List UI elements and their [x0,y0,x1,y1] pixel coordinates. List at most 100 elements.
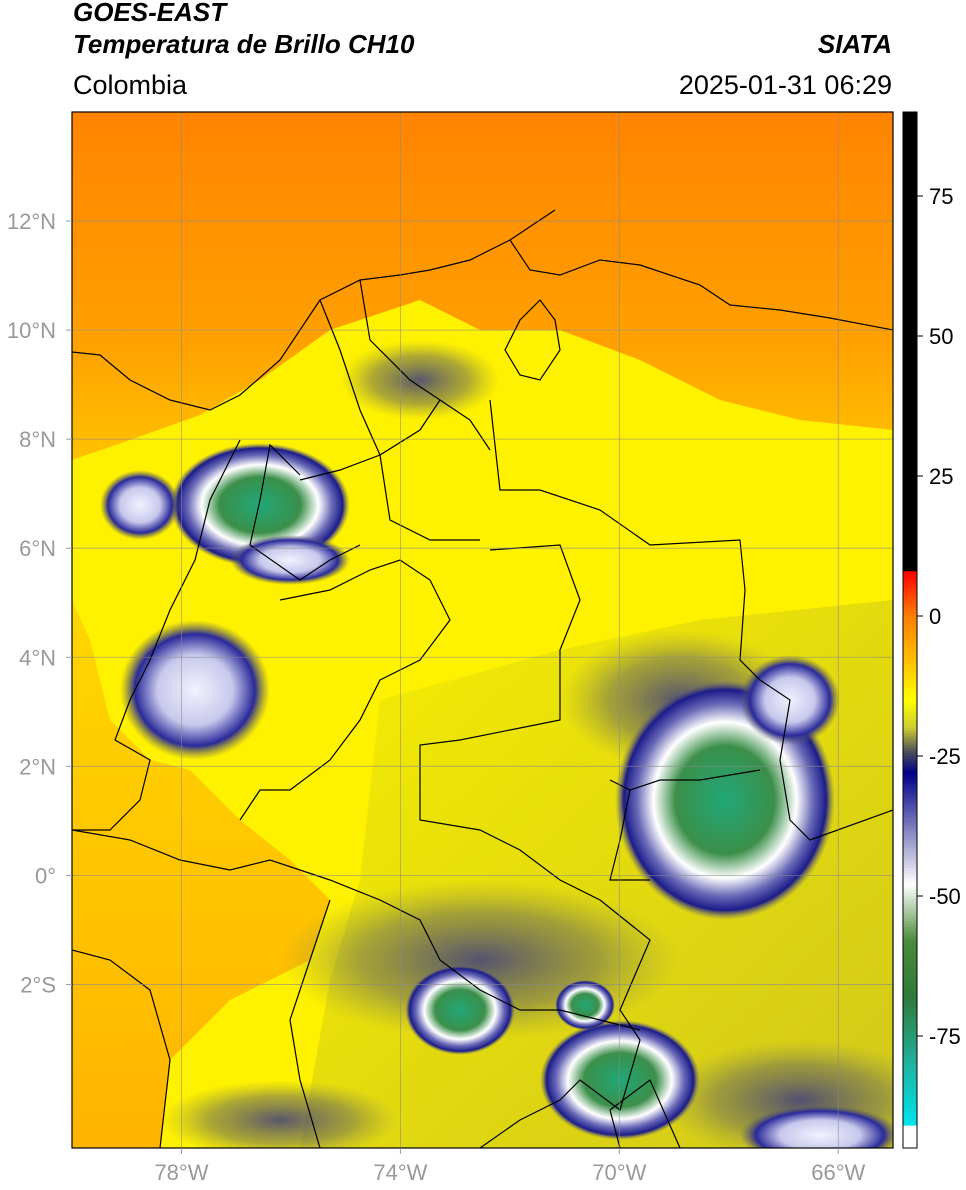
colorbar-band [903,159,917,163]
colorbar-band [903,268,917,273]
colorbar-band [903,501,917,505]
colorbar-band [903,977,917,981]
colorbar-band [903,333,917,337]
colorbar-band [903,434,917,438]
colorbar-band [903,1066,917,1071]
colorbar-band [903,492,917,497]
colorbar-band [903,400,917,404]
storm-cluster-small [555,980,615,1030]
colorbar-band [903,784,917,788]
colorbar-band [903,310,917,315]
colorbar-band [903,677,917,681]
boundaries [72,209,893,1148]
colorbar-band [903,484,917,488]
colorbar-band [903,459,917,463]
colorbar-band [903,775,917,779]
satellite-title: GOES-EAST [73,0,227,27]
colorbar-band [903,408,917,413]
colorbar-band [903,1041,917,1045]
colorbar-band [903,274,917,278]
colorbar-band [903,1106,917,1110]
colorbar-band [903,711,917,715]
colorbar-band [903,523,917,527]
lat-tick-label: 8°N [19,427,56,452]
colorbar-band [903,467,917,471]
colorbar-band [903,1050,917,1054]
colorbar-band [903,753,917,757]
colorbar-band [903,607,917,611]
colorbar-band [903,714,917,718]
colorbar-band [903,750,917,754]
colorbar-band [903,848,917,852]
panama-border [249,443,361,581]
storm-cluster-caqueta [405,965,515,1055]
map-frame [71,111,894,1149]
colorbar-band [903,240,917,245]
lat-tick-label: 12°N [7,209,56,234]
colorbar-band [903,758,917,763]
colorbar-band [903,352,917,357]
colorbar-band [903,876,917,880]
colorbar-band [903,935,917,939]
colorbar-band [903,358,917,362]
map-image [72,112,893,1148]
colorbar-band [903,548,917,553]
graticule [72,112,893,1148]
colorbar-band [903,243,917,247]
colorbar-band [903,123,917,127]
colorbar-band [903,319,917,323]
colorbar-band [903,744,917,749]
colorbar-band [903,893,917,897]
colorbar-band [903,1010,917,1015]
colorbar-band [903,912,917,917]
colorbar-band [903,305,917,309]
colorbar-band [903,422,917,427]
colorbar-band [903,453,917,457]
colorbar-band [903,260,917,264]
colorbar-band [903,924,917,928]
colorbar-band [903,1094,917,1099]
colorbar-band [903,198,917,203]
region-label: Colombia [73,70,188,100]
colorbar-band [903,770,917,774]
colorbar-band [903,966,917,970]
colorbar-band [903,649,917,653]
colorbar-band [903,540,917,544]
colorbar-band [903,789,917,793]
peru-internal-border [289,899,331,1148]
colorbar-band [903,588,917,592]
colorbar-band [903,495,917,499]
colorbar-band [903,786,917,791]
colorbar-band [903,828,917,833]
colorbar-band [903,476,917,480]
colorbar-band [903,999,917,1003]
colorbar-band [903,403,917,407]
colorbar-band [903,212,917,217]
colorbar-band [903,411,917,415]
colorbar-band [903,579,917,583]
lon-tick-label: 78°W [154,1160,208,1185]
colorbar-band [903,156,917,161]
colorbar-band [903,1117,917,1121]
colorbar-band [903,705,917,709]
colorbar-band [903,865,917,869]
colorbar-band [903,554,917,558]
colorbar-band [903,890,917,894]
colorbar-band [903,896,917,900]
colorbar-band [903,610,917,614]
colorbar-band [903,859,917,863]
colorbar-band [903,406,917,410]
colorbar-band [903,1019,917,1023]
colorbar-band [903,1097,917,1101]
colorbar-band [903,1033,917,1037]
colorbar-band [903,772,917,777]
colorbar-band [903,733,917,737]
colorbar-band [903,302,917,306]
colorbar-band [903,210,917,214]
colorbar-band [903,148,917,152]
colorbar-band [903,915,917,919]
colorbar-band [903,112,917,116]
colorbar-band [903,1044,917,1048]
colorbar-band [903,1120,917,1124]
colorbar-band [903,929,917,933]
